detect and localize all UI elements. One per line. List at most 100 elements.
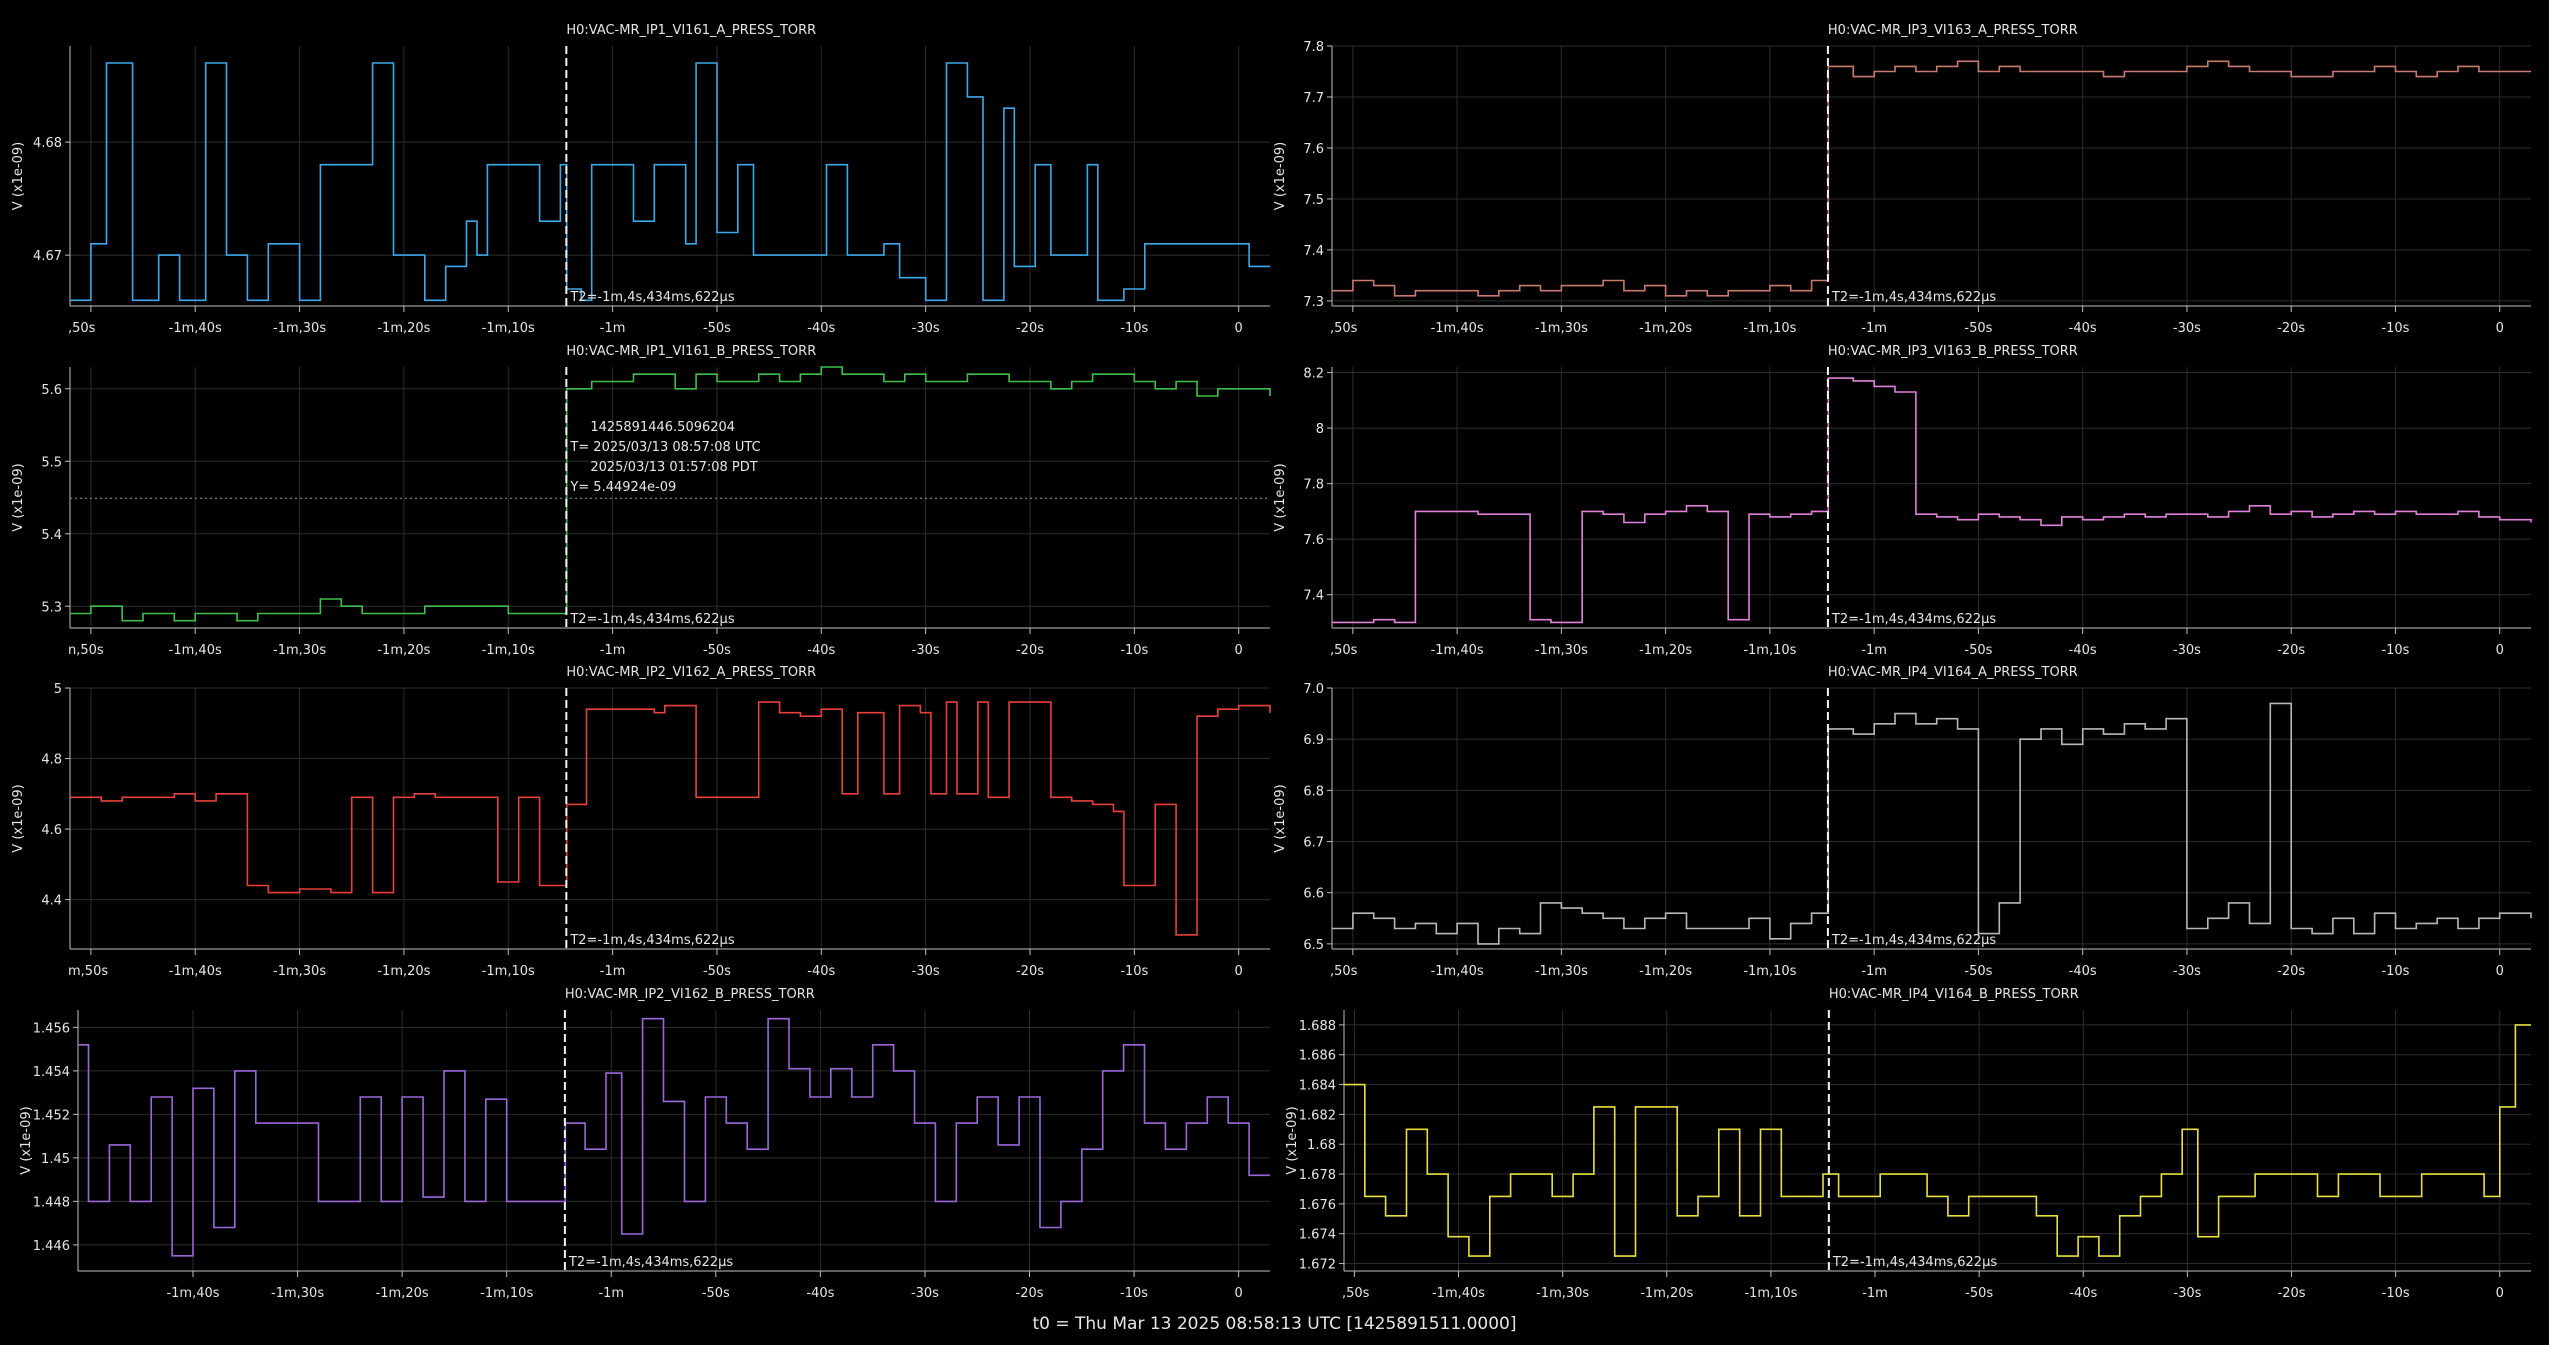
chart-title: H0:VAC-MR_IP1_VI161_B_PRESS_TORR xyxy=(566,344,816,359)
x-tick-label: -50s xyxy=(1964,321,1992,336)
chart-panel-6: ,50s -1m,40s -1m,30s -1m,20s -1m,10s -1m -50s -… xyxy=(1273,665,2532,979)
x-tick-label: -10s xyxy=(2381,964,2409,979)
x-tick-label: -1m,40s xyxy=(1431,964,1484,979)
y-axis-label: V (x1e-09) xyxy=(19,1106,34,1174)
x-tick-label: -1m,20s xyxy=(1640,1286,1693,1301)
y-tick-label: 1.686 xyxy=(1299,1049,1336,1064)
x-tick-label: -1m,10s xyxy=(482,964,535,979)
x-tick-label: -30s xyxy=(2173,1286,2201,1301)
x-tick-label: -30s xyxy=(911,1286,939,1301)
chart-title: H0:VAC-MR_IP2_VI162_A_PRESS_TORR xyxy=(566,665,816,680)
x-tick-label: n,50s xyxy=(68,643,104,658)
series-line xyxy=(70,366,1271,622)
y-tick-label: 6.9 xyxy=(1303,733,1324,748)
y-tick-label: 8 xyxy=(1316,422,1324,437)
x-tick-label: -20s xyxy=(1016,964,1044,979)
x-tick-label: -1m,40s xyxy=(169,964,222,979)
x-tick-label: -1m,20s xyxy=(377,643,430,658)
x-tick-label: 0 xyxy=(2496,321,2504,336)
y-tick-label: 5.3 xyxy=(41,600,62,615)
x-tick-label: -50s xyxy=(703,321,731,336)
x-tick-label: -40s xyxy=(807,321,835,336)
x-tick-label: -1m,10s xyxy=(1743,643,1796,658)
x-tick-label: ,50s xyxy=(68,321,96,336)
x-tick-label: -20s xyxy=(2277,643,2305,658)
y-tick-label: 4.6 xyxy=(41,823,62,838)
x-tick-label: -1m,20s xyxy=(1639,643,1692,658)
y-tick-label: 4.68 xyxy=(33,136,62,151)
chart-title: H0:VAC-MR_IP3_VI163_B_PRESS_TORR xyxy=(1828,344,2078,359)
x-tick-label: -1m xyxy=(1861,964,1887,979)
x-tick-label: -1m,20s xyxy=(377,321,430,336)
x-tick-label: -1m,30s xyxy=(1535,964,1588,979)
x-tick-label: -1m,10s xyxy=(1743,321,1796,336)
t2-cursor-label: T2=-1m,4s,434ms,622µs xyxy=(1831,933,1997,948)
x-tick-label: -50s xyxy=(703,643,731,658)
t2-cursor-label: T2=-1m,4s,434ms,622µs xyxy=(569,612,735,627)
chart-title: H0:VAC-MR_IP4_VI164_B_PRESS_TORR xyxy=(1829,987,2079,1002)
y-tick-label: 1.454 xyxy=(33,1065,70,1080)
x-tick-label: 0 xyxy=(2496,964,2504,979)
x-tick-label: -1m,20s xyxy=(1639,964,1692,979)
y-tick-label: 7.6 xyxy=(1303,142,1324,157)
y-tick-label: 1.452 xyxy=(33,1108,70,1123)
chart-title: H0:VAC-MR_IP1_VI161_A_PRESS_TORR xyxy=(566,23,816,38)
y-tick-label: 6.8 xyxy=(1303,784,1324,799)
x-tick-label: ,50s xyxy=(1342,1286,1370,1301)
y-tick-label: 6.6 xyxy=(1303,887,1324,902)
x-tick-label: -1m,40s xyxy=(1431,321,1484,336)
y-tick-label: 6.7 xyxy=(1303,836,1324,851)
x-tick-label: 0 xyxy=(1234,1286,1242,1301)
x-tick-label: -1m,40s xyxy=(1431,643,1484,658)
y-tick-label: 1.682 xyxy=(1299,1108,1336,1123)
tooltip-line: Y= 5.44924e-09 xyxy=(569,480,676,495)
x-tick-label: -1m,40s xyxy=(169,643,222,658)
y-tick-label: 1.45 xyxy=(41,1152,70,1167)
y-tick-label: 7.5 xyxy=(1303,193,1324,208)
series-line xyxy=(78,1017,1270,1257)
x-tick-label: -20s xyxy=(2277,321,2305,336)
x-tick-label: 0 xyxy=(1235,321,1243,336)
y-tick-label: 5.4 xyxy=(41,528,62,543)
x-tick-label: -1m xyxy=(600,643,626,658)
y-tick-label: 4.4 xyxy=(41,894,62,909)
y-tick-label: 1.68 xyxy=(1307,1138,1336,1153)
t2-cursor-label: T2=-1m,4s,434ms,622µs xyxy=(569,933,735,948)
y-tick-label: 1.688 xyxy=(1299,1019,1336,1034)
x-tick-label: -10s xyxy=(1120,964,1148,979)
x-tick-label: -1m xyxy=(1862,1286,1888,1301)
y-axis-label: V (x1e-09) xyxy=(1273,463,1288,531)
x-tick-label: -1m,20s xyxy=(377,964,430,979)
y-tick-label: 1.678 xyxy=(1299,1168,1336,1183)
x-tick-label: 0 xyxy=(2496,643,2504,658)
chart-panel-5: m,50s -1m,40s -1m,30s -1m,20s -1m,10s -1m -50s… xyxy=(11,665,1271,979)
series-line xyxy=(1332,377,2532,624)
x-tick-label: -10s xyxy=(2381,643,2409,658)
x-tick-label: -1m,30s xyxy=(273,643,326,658)
y-tick-label: 4.67 xyxy=(33,249,62,264)
t2-cursor-label: T2=-1m,4s,434ms,622µs xyxy=(568,1255,734,1270)
tooltip-line: T= 2025/03/13 08:57:08 UTC xyxy=(569,440,760,455)
x-tick-label: -1m,30s xyxy=(273,964,326,979)
y-axis-label: V (x1e-09) xyxy=(11,463,26,531)
x-tick-label: -1m xyxy=(600,964,626,979)
x-tick-label: -40s xyxy=(2069,1286,2097,1301)
x-tick-label: -50s xyxy=(1964,964,1992,979)
x-tick-label: -1m,40s xyxy=(166,1286,219,1301)
x-tick-label: -30s xyxy=(2173,964,2201,979)
x-tick-label: -1m xyxy=(1861,643,1887,658)
y-tick-label: 7.7 xyxy=(1303,91,1324,106)
x-tick-label: -50s xyxy=(702,1286,730,1301)
y-tick-label: 1.672 xyxy=(1299,1258,1336,1273)
y-tick-label: 7.8 xyxy=(1303,40,1324,55)
x-tick-label: -40s xyxy=(806,1286,834,1301)
chart-title: H0:VAC-MR_IP2_VI162_B_PRESS_TORR xyxy=(565,987,815,1002)
y-tick-label: 1.446 xyxy=(33,1239,70,1254)
y-tick-label: 7.8 xyxy=(1303,478,1324,493)
x-tick-label: -1m xyxy=(600,321,626,336)
series-line xyxy=(70,62,1270,302)
x-tick-label: -10s xyxy=(1120,1286,1148,1301)
x-tick-label: -1m,20s xyxy=(376,1286,429,1301)
x-tick-label: -1m,10s xyxy=(1743,964,1796,979)
x-tick-label: 0 xyxy=(1235,643,1243,658)
